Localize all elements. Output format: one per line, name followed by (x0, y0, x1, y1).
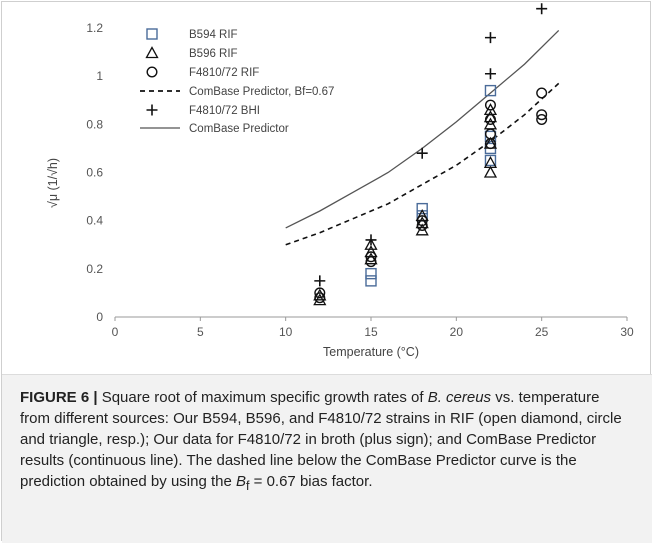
data-point-square (416, 202, 428, 215)
legend-symbol (146, 66, 158, 78)
chart: Temperature (°C) √μ (1/√h) 0 0.2 0.4 0.6 0.8… (46, 3, 634, 359)
data-point-circle (484, 99, 496, 111)
data-point-circle (484, 114, 496, 126)
series-lines (285, 29, 560, 246)
caption-bias-symbol: B (235, 473, 246, 490)
data-point-plus (314, 275, 326, 287)
y-tick-label: 0.6 (86, 166, 103, 180)
data-point-circle (536, 109, 548, 121)
data-point-triangle (364, 252, 378, 265)
legend-marker-triangle (145, 46, 159, 59)
data-point-plus (416, 147, 428, 159)
data-point-circle (536, 114, 548, 126)
figure-caption: FIGURE 6 | Square root of maximum specif… (20, 387, 632, 497)
x-tick-label: 30 (620, 325, 634, 339)
legend-label: ComBase Predictor (189, 123, 289, 135)
data-point-triangle (364, 237, 378, 250)
y-tick-label: 1 (96, 69, 103, 83)
caption-bias-subscript: f (246, 479, 250, 493)
legend-symbol (146, 28, 158, 40)
x-axis-title: Temperature (°C) (323, 345, 419, 359)
data-point-circle (416, 215, 428, 227)
data-point-square (484, 130, 497, 143)
series-line-combase-bf (285, 82, 560, 246)
legend-label: B596 RIF (189, 48, 238, 60)
data-point-circle (314, 287, 326, 299)
data-point-triangle (483, 156, 498, 169)
data-point-circle (416, 219, 428, 231)
data-point-square (484, 84, 497, 97)
caption-label: FIGURE 6 | (20, 389, 98, 406)
y-tick-label: 0.8 (86, 117, 103, 131)
caption-panel: FIGURE 6 | Square root of maximum specif… (2, 374, 652, 543)
data-point-plus (484, 32, 496, 44)
y-axis-title: √μ (1/√h) (46, 158, 60, 208)
caption-species: B. cereus (427, 389, 492, 406)
legend-label: ComBase Predictor, Bf=0.67 (189, 86, 334, 98)
y-tick-label: 0.2 (86, 262, 103, 276)
data-point-plus (484, 68, 496, 80)
legend: B594 RIF B596 RIF F4810/72 RIF ComBase Pred… (140, 28, 334, 135)
data-point-circle (365, 251, 377, 263)
x-tick-labels: 0 5 10 15 20 25 30 (112, 317, 634, 339)
y-tick-label: 0 (96, 310, 103, 324)
legend-label: B594 RIF (189, 29, 238, 41)
data-point-triangle (483, 110, 498, 123)
data-point-square (365, 275, 377, 287)
x-tick-label: 5 (197, 325, 204, 339)
legend-marker-circle (146, 66, 158, 78)
legend-symbol (145, 46, 159, 59)
legend-marker-plus (146, 104, 158, 116)
y-tick-labels: 0 0.2 0.4 0.6 0.8 1 1.2 (86, 21, 103, 324)
data-point-square (365, 267, 377, 280)
x-tick-label: 0 (112, 325, 119, 339)
data-point-triangle (415, 216, 429, 229)
y-tick-label: 0.4 (86, 214, 103, 228)
data-point-circle (484, 128, 496, 140)
data-point-plus (365, 234, 377, 246)
data-point-square (484, 154, 497, 167)
x-tick-label: 15 (364, 325, 378, 339)
y-tick-label: 1.2 (86, 21, 103, 35)
data-point-plus (536, 3, 548, 15)
x-tick-label: 25 (535, 325, 549, 339)
caption-text-2: vs. temperature from different sources: … (20, 389, 622, 490)
legend-marker-square (146, 28, 158, 40)
series-markers (313, 3, 548, 306)
legend-label: F4810/72 RIF (189, 67, 259, 79)
caption-text-3: = 0.67 bias factor. (249, 473, 373, 490)
data-point-circle (365, 256, 377, 268)
caption-text-1: Square root of maximum specific growth r… (97, 389, 428, 406)
data-point-triangle (483, 165, 498, 178)
data-point-circle (536, 87, 548, 99)
data-point-circle (314, 292, 326, 304)
x-tick-label: 20 (450, 325, 464, 339)
legend-label: F4810/72 BHI (189, 105, 260, 117)
x-tick-label: 10 (279, 325, 293, 339)
series-line-combase (285, 29, 560, 229)
legend-symbol (146, 104, 158, 116)
data-point-triangle (313, 288, 327, 301)
